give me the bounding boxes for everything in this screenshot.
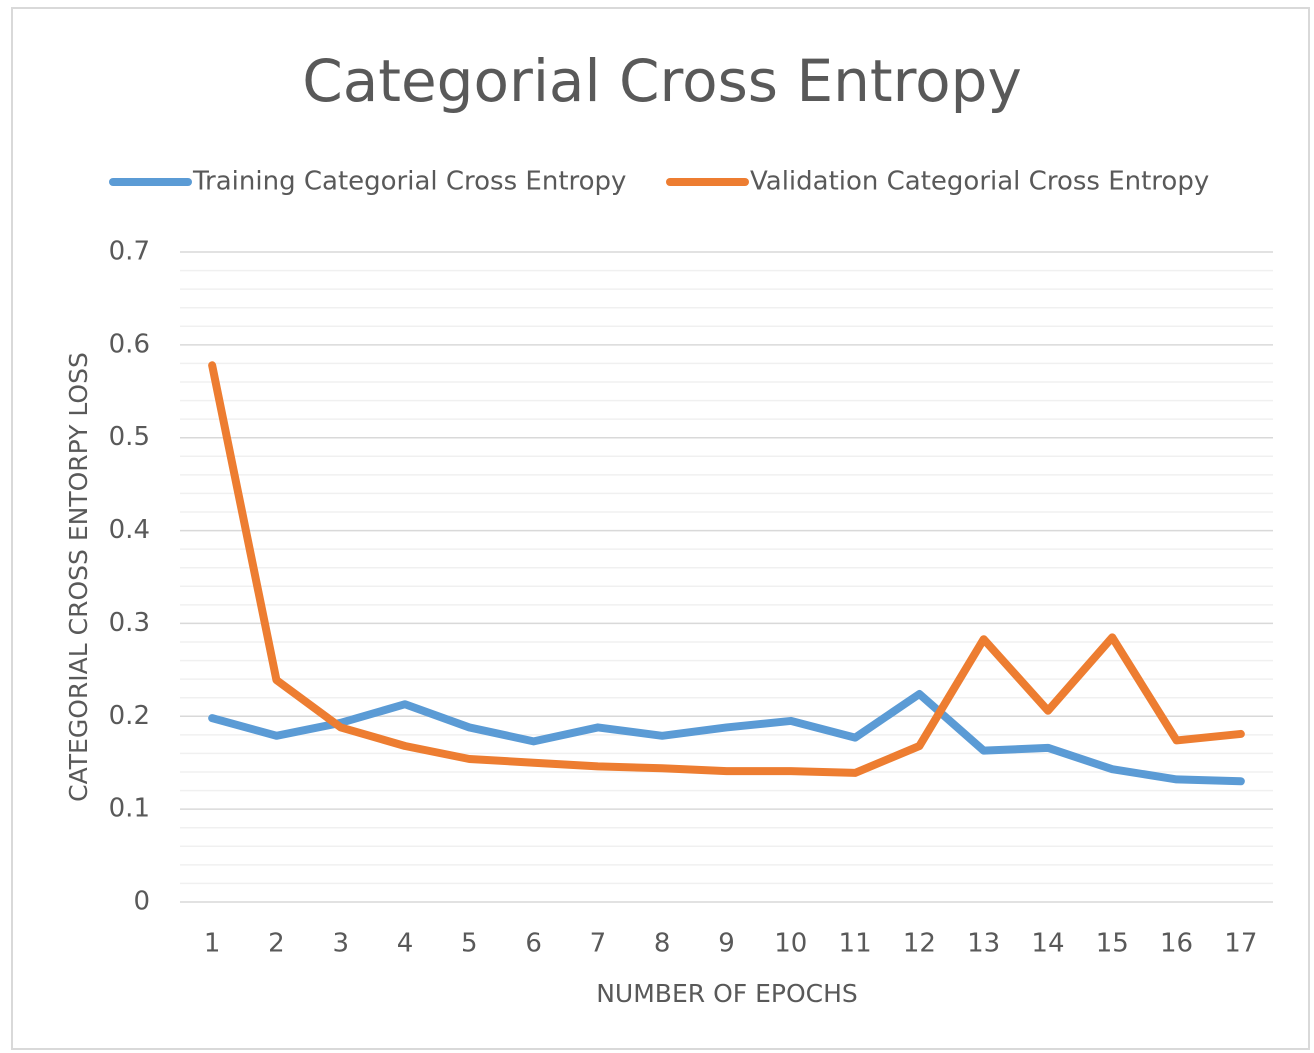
x-tick-label: 4 bbox=[397, 929, 414, 959]
series-line bbox=[208, 690, 1245, 786]
y-tick-label: 0.2 bbox=[109, 701, 150, 731]
x-tick-label: 2 bbox=[268, 929, 285, 959]
x-tick-label: 14 bbox=[1031, 929, 1064, 959]
x-tick-label: 12 bbox=[903, 929, 936, 959]
y-tick-label: 0.3 bbox=[109, 608, 150, 638]
y-axis-title: CATEGORIAL CROSS ENTORPY LOSS bbox=[64, 352, 93, 802]
y-tick-label: 0.1 bbox=[109, 794, 150, 824]
x-tick-label: 17 bbox=[1224, 929, 1257, 959]
x-tick-label: 9 bbox=[718, 929, 735, 959]
chart-title: Categorial Cross Entropy bbox=[302, 47, 1022, 115]
x-tick-label: 10 bbox=[774, 929, 807, 959]
x-tick-label: 16 bbox=[1160, 929, 1193, 959]
y-tick-label: 0.6 bbox=[109, 329, 150, 359]
x-tick-label: 3 bbox=[332, 929, 349, 959]
chart-frame bbox=[11, 7, 1310, 1050]
y-tick-label: 0.4 bbox=[109, 515, 150, 545]
x-tick-label: 6 bbox=[525, 929, 542, 959]
legend-label: Validation Categorial Cross Entropy bbox=[750, 167, 1209, 197]
x-axis-title: NUMBER OF EPOCHS bbox=[596, 979, 858, 1008]
x-tick-label: 15 bbox=[1096, 929, 1129, 959]
y-tick-label: 0 bbox=[133, 887, 150, 917]
x-tick-label: 8 bbox=[654, 929, 671, 959]
x-tick-label: 11 bbox=[839, 929, 872, 959]
x-tick-label: 5 bbox=[461, 929, 478, 959]
legend-label: Training Categorial Cross Entropy bbox=[192, 167, 626, 197]
x-tick-label: 13 bbox=[967, 929, 1000, 959]
y-tick-label: 0.7 bbox=[109, 237, 150, 267]
x-tick-label: 7 bbox=[590, 929, 607, 959]
series-line bbox=[208, 361, 1245, 777]
x-tick-label: 1 bbox=[204, 929, 221, 959]
y-tick-label: 0.5 bbox=[109, 422, 150, 452]
